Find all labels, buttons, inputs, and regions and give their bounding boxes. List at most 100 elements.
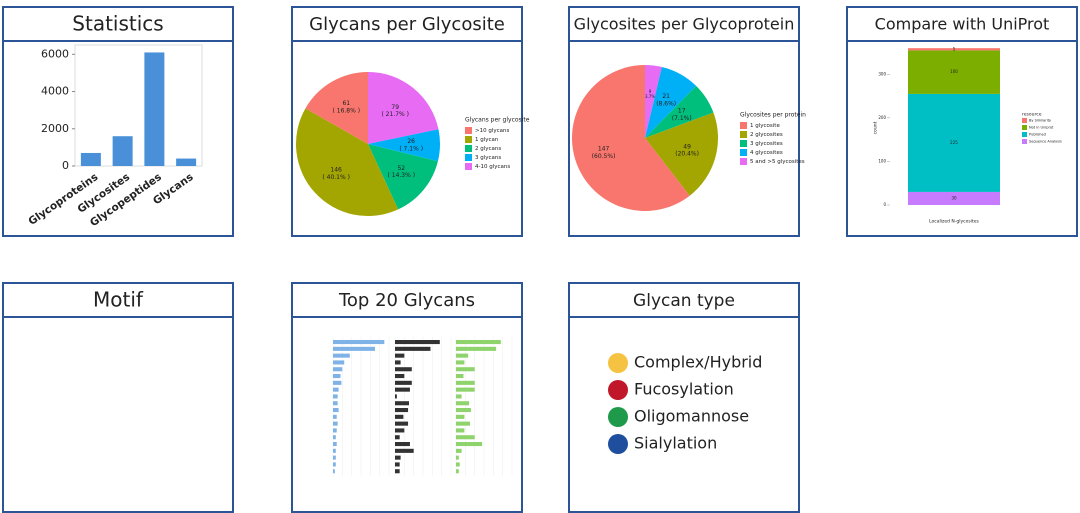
pie-slice — [645, 85, 714, 138]
bar — [333, 340, 385, 345]
bar — [395, 428, 405, 433]
bar — [333, 455, 336, 460]
legend-title: resource — [1022, 112, 1042, 118]
legend-label: 2 glycosites — [750, 132, 783, 138]
card — [2, 282, 234, 513]
bar — [395, 387, 410, 392]
bar — [395, 346, 431, 351]
bar — [456, 367, 475, 372]
bar — [176, 158, 197, 166]
bar — [456, 387, 475, 392]
slice-label: 79( 21.7% ) — [381, 103, 409, 117]
bar — [333, 401, 338, 406]
x-axis-label: Localized N-glycosites — [929, 219, 979, 225]
bar — [333, 360, 345, 365]
card-title: Glycans per Glycosite — [309, 14, 505, 35]
pie-slice — [645, 112, 718, 196]
slice-label: 26( 7.1% ) — [399, 138, 423, 152]
legend-swatch — [1022, 139, 1027, 144]
legend-swatch — [1022, 132, 1027, 137]
card-title: Glycosites per Glycoprotein — [574, 15, 795, 34]
bar-segment — [908, 50, 1000, 94]
legend-label: 1 glycosite — [750, 123, 780, 129]
bar — [456, 374, 464, 379]
slice-label: 52( 14.3% ) — [388, 164, 416, 178]
glycan-type-label: Fucosylation — [634, 380, 734, 399]
legend-swatch — [1022, 118, 1027, 123]
legend-title: Glycosites per protein — [740, 112, 806, 119]
pie-slice — [368, 129, 440, 162]
bar-segment — [908, 191, 1000, 205]
legend-swatch — [740, 131, 747, 138]
legend-swatch — [740, 122, 747, 129]
y-tick-label: 6000 — [41, 47, 69, 60]
y-tick-label: 200 — [878, 115, 886, 120]
bar — [112, 136, 133, 166]
bar — [395, 380, 412, 385]
slice-label: 147 (60.5%) — [592, 145, 616, 159]
bar — [333, 435, 336, 440]
legend-label: 4 glycosites — [750, 150, 783, 156]
bar — [456, 360, 465, 365]
bar — [333, 387, 339, 392]
bar-segment — [908, 48, 1000, 51]
legend-swatch — [740, 149, 747, 156]
glycan-type-label: Complex/Hybrid — [634, 353, 762, 372]
bar — [333, 428, 337, 433]
bar — [333, 346, 375, 351]
bar — [395, 374, 405, 379]
bar — [456, 469, 459, 474]
bar — [144, 52, 165, 167]
slice-label: 21 (8.6%) — [656, 93, 676, 107]
card-title: Compare with UniProt — [875, 15, 1050, 34]
y-axis-label: count — [873, 121, 879, 134]
slice-label: 61( 16.8% ) — [333, 100, 361, 114]
bar — [333, 353, 350, 358]
pie-slice — [645, 66, 697, 138]
segment-label: 30 — [951, 195, 957, 200]
bar — [395, 462, 400, 467]
bar — [395, 448, 414, 453]
bar — [395, 435, 400, 440]
segment-label: 100 — [950, 69, 958, 74]
bar — [333, 421, 338, 426]
bar — [395, 414, 404, 419]
legend-label: 4-10 glycans — [475, 164, 510, 170]
slice-label: 49 (20.4%) — [675, 143, 699, 157]
bar — [333, 469, 335, 474]
bar — [395, 455, 401, 460]
bar — [333, 414, 337, 419]
legend-swatch — [740, 158, 747, 165]
bar — [395, 394, 397, 399]
bar — [395, 421, 409, 426]
bar — [395, 442, 410, 447]
legend-swatch — [1022, 125, 1027, 130]
y-tick-label: 0 — [883, 202, 886, 207]
card-title: Glycan type — [633, 291, 735, 311]
bar — [456, 421, 470, 426]
slice-label: 17 (7.1%) — [672, 107, 692, 121]
card-title: Motif — [93, 288, 144, 312]
legend-title: Glycans per glycosite — [465, 117, 530, 124]
pie-slice — [305, 72, 368, 144]
bar — [395, 469, 400, 474]
bar — [456, 340, 501, 345]
bar — [395, 340, 440, 345]
segment-label: 225 — [950, 140, 958, 145]
legend-swatch — [465, 145, 472, 152]
legend-label: 2 glycans — [475, 146, 501, 152]
y-tick-label: 300 — [878, 71, 886, 76]
legend-label: 3 glycosites — [750, 141, 783, 147]
bar — [333, 448, 336, 453]
legend-label: Not in Uniprot — [1029, 126, 1054, 130]
glycan-type-dot — [608, 434, 628, 454]
legend-label: Published — [1029, 133, 1046, 137]
bar — [456, 435, 475, 440]
bar-segment — [908, 93, 1000, 192]
y-tick-label: 2000 — [41, 122, 69, 135]
slice-label: 9 (3.7%) — [643, 89, 657, 99]
card — [568, 282, 800, 513]
bar — [395, 367, 412, 372]
bar — [456, 380, 475, 385]
